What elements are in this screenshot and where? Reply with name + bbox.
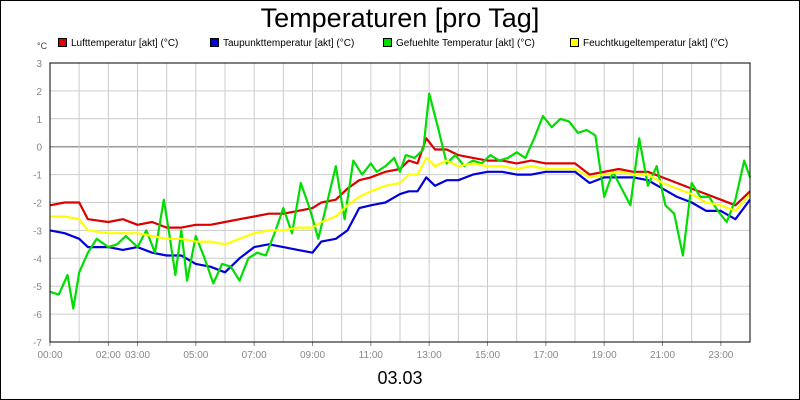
x-tick-label: 03:00 <box>125 350 150 361</box>
y-axis-unit-label: °C <box>37 41 48 51</box>
y-tick-label: -1 <box>33 171 42 182</box>
x-tick-label: 15:00 <box>475 350 500 361</box>
legend-item-gefuehlte-temperatur: Gefuehlte Temperatur [akt] (°C) <box>383 37 535 49</box>
x-tick-label: 00:00 <box>37 350 62 361</box>
x-tick-label: 05:00 <box>183 350 208 361</box>
series-line-lufttemperatur-akt-c <box>49 137 751 229</box>
series-line-feuchtkugeltemperatur-akt-c <box>50 156 751 246</box>
y-tick-label: -4 <box>33 254 42 265</box>
x-tick-label: 21:00 <box>650 350 675 361</box>
legend-label-taupunkttemperatur: Taupunkttemperatur [akt] (°C) <box>223 38 355 49</box>
legend-swatch-lufttemperatur <box>58 37 67 47</box>
x-tick-label: 11:00 <box>359 350 384 361</box>
chart-title: Temperaturen [pro Tag] <box>260 3 540 33</box>
y-tick-label: -5 <box>33 282 42 293</box>
y-tick-label: -6 <box>33 310 42 321</box>
legend-swatch-feuchtkugeltemperatur <box>570 37 579 47</box>
date-label: 03.03 <box>377 368 423 388</box>
y-tick-label: -3 <box>33 226 42 237</box>
legend-item-feuchtkugeltemperatur: Feuchtkugeltemperatur [akt] (°C) <box>570 37 729 49</box>
legend-label-gefuehlte-temperatur: Gefuehlte Temperatur [akt] (°C) <box>396 38 535 49</box>
x-tick-label: 13:00 <box>417 350 442 361</box>
x-tick-label: 17:00 <box>533 350 558 361</box>
legend-label-feuchtkugeltemperatur: Feuchtkugeltemperatur [akt] (°C) <box>583 38 729 49</box>
y-tick-label: -2 <box>33 199 42 210</box>
legend-label-lufttemperatur: Lufttemperatur [akt] (°C) <box>71 38 179 49</box>
y-tick-label: 0 <box>36 143 42 154</box>
plot-border <box>49 62 751 343</box>
legend-item-lufttemperatur: Lufttemperatur [akt] (°C) <box>58 37 179 49</box>
x-tick-label: 09:00 <box>300 350 325 361</box>
y-tick-label: 2 <box>36 87 42 98</box>
series-line-gefuehlte-temperatur-akt-c <box>49 92 752 310</box>
y-tick-label: 3 <box>36 59 42 70</box>
legend-swatch-gefuehlte-temperatur <box>383 37 392 47</box>
series-line-taupunkttemperatur-akt-c <box>49 170 751 274</box>
legend-swatch-taupunkttemperatur <box>210 37 219 47</box>
x-tick-label: 07:00 <box>242 350 267 361</box>
x-tick-label: 23:00 <box>708 350 733 361</box>
legend-item-taupunkttemperatur: Taupunkttemperatur [akt] (°C) <box>210 37 355 49</box>
y-tick-label: 1 <box>36 115 42 126</box>
y-tick-label: -7 <box>33 338 42 349</box>
x-tick-label: 19:00 <box>592 350 617 361</box>
x-tick-label: 02:00 <box>96 350 121 361</box>
